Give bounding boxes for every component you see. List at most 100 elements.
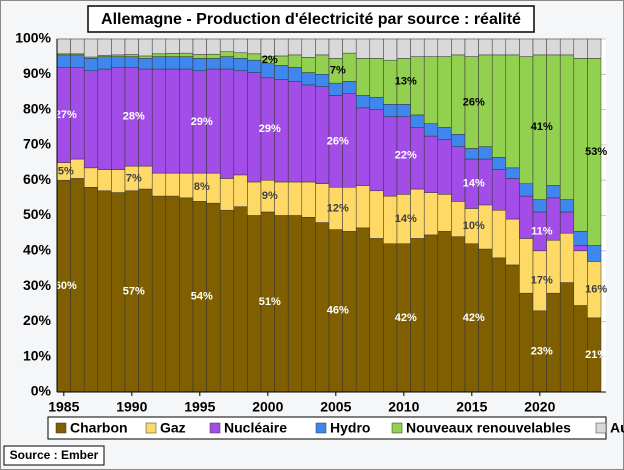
bar-segment <box>192 38 207 55</box>
bar-segment <box>287 181 303 216</box>
bar-segment <box>573 250 588 306</box>
data-label: 46% <box>327 305 349 317</box>
bar-segment <box>573 245 588 252</box>
bar-segment <box>491 157 507 170</box>
bar-segment <box>70 54 85 68</box>
bar-segment <box>124 38 139 55</box>
bar-segment <box>151 172 167 197</box>
bar-segment <box>437 194 452 232</box>
bar-segment <box>56 54 71 68</box>
bar-segment <box>451 54 466 135</box>
bar-segment <box>546 292 561 393</box>
data-label: 12% <box>327 202 349 214</box>
bar-segment <box>328 38 343 59</box>
x-tick-label: 1995 <box>184 399 215 415</box>
bar-segment <box>301 57 316 73</box>
bar-segment <box>233 58 248 72</box>
bar-segment <box>491 54 507 158</box>
bar-segment <box>301 84 316 183</box>
bar-segment <box>505 218 520 266</box>
bar-segment <box>287 215 303 393</box>
data-label: 57% <box>123 285 145 297</box>
data-label: 42% <box>395 312 417 324</box>
bar-segment <box>151 53 167 57</box>
x-tick-label: 1990 <box>116 399 147 415</box>
source: Source : Ember <box>10 448 99 462</box>
bar-segment <box>369 190 384 239</box>
data-label: 42% <box>463 312 485 324</box>
bar-segment <box>247 38 262 55</box>
title-box <box>87 5 535 33</box>
bar-segment <box>165 172 180 197</box>
x-tick-label: 2005 <box>320 399 351 415</box>
bar-segment <box>97 190 112 393</box>
bar-segment <box>451 134 466 147</box>
bar-segment <box>111 169 126 193</box>
data-label: 26% <box>463 96 485 108</box>
legend-swatch <box>55 422 67 434</box>
bar-segment <box>355 227 371 393</box>
bar-segment <box>369 58 384 98</box>
bar-segment <box>396 38 411 59</box>
bar-segment <box>573 38 588 59</box>
legend-label: Nucléaire <box>224 420 287 436</box>
bar-segment <box>83 187 99 393</box>
bar-segment <box>315 54 330 75</box>
data-label: 10% <box>463 220 485 232</box>
bar-segment <box>97 38 112 56</box>
bar-segment <box>83 38 99 58</box>
bar-segment <box>478 38 493 56</box>
bar-segment <box>437 231 452 393</box>
bar-segment <box>111 38 126 56</box>
bar-segment <box>138 55 153 59</box>
bar-segment <box>219 56 235 70</box>
bar-segment <box>423 56 439 124</box>
bar-segment <box>219 68 235 179</box>
bar-segment <box>451 146 466 202</box>
bar-segment <box>559 211 575 234</box>
data-label: 13% <box>395 75 417 87</box>
bar-segment <box>301 181 316 218</box>
bar-segment <box>519 292 534 393</box>
bar-segment <box>505 54 520 169</box>
bar-segment <box>355 58 371 96</box>
bar-segment <box>192 54 207 59</box>
bar-segment <box>233 174 248 207</box>
bar-segment <box>219 178 235 211</box>
bar-segment <box>491 209 507 259</box>
bar-segment <box>233 38 248 54</box>
bar-segment <box>519 38 534 57</box>
legend-label: Nouveaux renouvelables <box>406 420 571 436</box>
x-tick-label: 2020 <box>524 399 555 415</box>
bar-segment <box>532 199 547 213</box>
bar-segment <box>491 38 507 56</box>
bar-segment <box>97 56 112 70</box>
y-tick-label: 40% <box>23 242 52 258</box>
data-label: 8% <box>194 181 210 193</box>
y-tick-label: 0% <box>31 383 52 399</box>
bar-segment <box>505 178 520 220</box>
data-label: 54% <box>191 291 213 303</box>
bar-segment <box>546 38 561 56</box>
bar-segment <box>111 54 126 57</box>
bar-segment <box>437 38 452 57</box>
y-tick-label: 50% <box>23 206 52 222</box>
y-tick-label: 60% <box>23 171 52 187</box>
bar-segment <box>587 245 602 262</box>
data-label: 5% <box>58 165 74 177</box>
chart-title: Allemagne - Production d'électricité par… <box>101 11 521 28</box>
bar-segment <box>301 72 316 86</box>
bar-segment <box>165 53 180 57</box>
bar-segment <box>505 38 520 56</box>
bar-segment <box>287 81 303 183</box>
bar-segment <box>97 169 112 192</box>
legend-swatch <box>209 422 221 434</box>
bar-segment <box>505 264 520 393</box>
bar-segment <box>165 38 180 54</box>
y-tick-label: 80% <box>23 100 52 116</box>
y-tick-label: 90% <box>23 65 52 81</box>
y-tick-label: 100% <box>15 30 51 46</box>
bar-segment <box>301 38 316 58</box>
data-label: 22% <box>395 149 417 161</box>
